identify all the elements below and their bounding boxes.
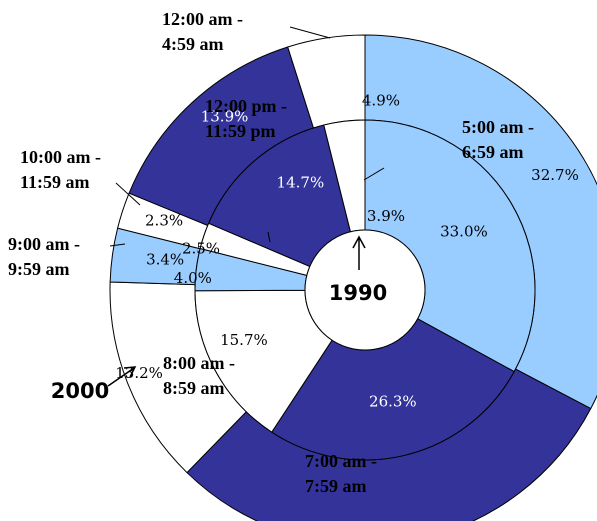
series-label-1990: 1990 — [329, 281, 387, 305]
category-label-c8: 8:00 am -8:59 am — [163, 353, 235, 398]
category-labels: 5:00 am -6:59 am 7:00 am -7:59 am 8:00 am … — [8, 9, 534, 496]
leader-line-10am — [115, 182, 141, 206]
value-label-2000-c9: 3.4% — [146, 250, 184, 268]
value-label-1990-c10: 2.5% — [182, 239, 220, 257]
leader-line-12am — [289, 26, 331, 39]
series-label-2000: 2000 — [51, 379, 109, 403]
value-label-2000-c12pm: 13.9% — [201, 108, 249, 126]
ring-1990 — [194, 119, 536, 461]
category-label-c12am: 12:00 am -4:59 am — [162, 9, 243, 54]
category-label-c7: 7:00 am -7:59 am — [305, 451, 377, 496]
leader-lines — [107, 26, 385, 387]
arrow-2000-icon — [107, 366, 137, 387]
value-label-1990-c12pm: 14.7% — [277, 174, 325, 192]
category-label-c12pm: 12:00 pm -11:59 pm — [205, 96, 287, 141]
value-label-2000-c5: 32.7% — [531, 166, 579, 184]
value-label-2000-c8: 13.2% — [115, 364, 163, 382]
ring-2000 — [109, 34, 597, 521]
value-label-1990-c7: 26.3% — [369, 393, 417, 411]
leader-line-inner-3pct — [363, 167, 385, 181]
percentage-labels: 33.0%26.3%15.7%4.0%2.5%14.7%3.9%32.7%29.… — [115, 92, 579, 521]
value-label-2000-c12am: 4.9% — [362, 92, 400, 110]
category-label-c5: 5:00 am -6:59 am — [462, 117, 534, 162]
value-label-1990-c5: 33.0% — [440, 222, 488, 240]
value-label-1990-c9: 4.0% — [174, 269, 212, 287]
leader-line-inner-2pct — [267, 231, 271, 243]
category-label-c10: 10:00 am -11:59 am — [20, 147, 101, 192]
center-hole — [304, 229, 426, 351]
value-label-2000-c10: 2.3% — [145, 212, 183, 230]
value-label-1990-c8: 15.7% — [220, 331, 268, 349]
category-label-c9: 9:00 am -9:59 am — [8, 234, 80, 279]
value-label-1990-c12am: 3.9% — [367, 207, 405, 225]
arrow-1990-icon — [352, 235, 366, 270]
leader-line-9am — [109, 243, 126, 247]
